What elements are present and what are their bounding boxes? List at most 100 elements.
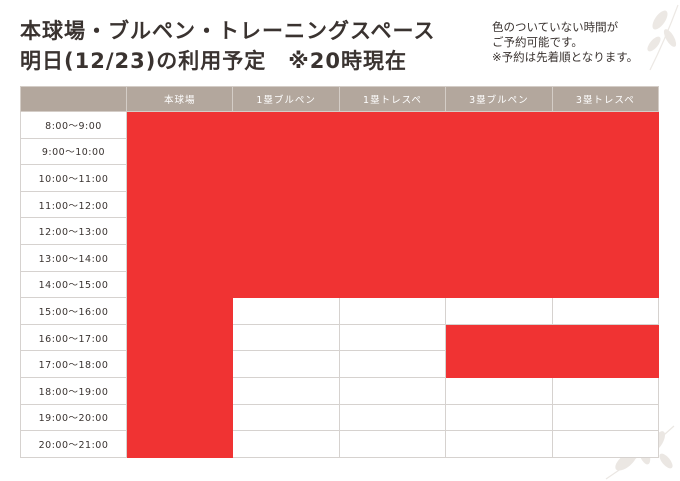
reserved-cell <box>125 403 234 432</box>
title-line-2: 明日(12/23)の利用予定 ※20時現在 <box>20 49 407 73</box>
schedule-table: 本球場 1塁ブルペン 1塁トレスペ 3塁ブルペン 3塁トレスペ 8:00～9:0… <box>20 86 659 458</box>
available-cell <box>232 323 340 352</box>
reserved-cell <box>232 270 340 299</box>
table-row: 16:00～17:00 <box>20 323 659 352</box>
reserved-cell <box>551 164 659 192</box>
reserved-cell <box>551 270 659 299</box>
reserved-cell <box>445 243 553 272</box>
reserved-cell <box>445 323 553 352</box>
table-row: 11:00～12:00 <box>20 190 659 219</box>
reserved-cell <box>445 350 553 378</box>
time-slot-label: 17:00～18:00 <box>20 350 127 378</box>
time-slot-label: 19:00～20:00 <box>20 403 127 432</box>
available-cell <box>338 403 447 432</box>
table-row: 8:00～9:00 <box>20 111 659 139</box>
table-row: 18:00～19:00 <box>20 376 659 405</box>
column-header: 1塁トレスペ <box>338 86 447 112</box>
reserved-cell <box>125 217 234 245</box>
available-cell <box>445 403 553 432</box>
reserved-cell <box>125 430 234 458</box>
header-corner <box>20 86 127 112</box>
available-cell <box>445 430 553 458</box>
available-cell <box>232 297 340 325</box>
reserved-cell <box>232 190 340 219</box>
table-row: 9:00～10:00 <box>20 137 659 166</box>
reserved-cell <box>445 190 553 219</box>
available-cell <box>338 376 447 405</box>
availability-note: 色のついていない時間が ご予約可能です。 ※予約は先着順となります。 <box>492 20 638 65</box>
time-slot-label: 15:00～16:00 <box>20 297 127 325</box>
time-slot-label: 11:00～12:00 <box>20 190 127 219</box>
available-cell <box>338 323 447 352</box>
reserved-cell <box>232 111 340 139</box>
reserved-cell <box>338 164 447 192</box>
time-slot-label: 8:00～9:00 <box>20 111 127 139</box>
reserved-cell <box>232 243 340 272</box>
schedule-body: 8:00～9:00 9:00～10:00 10:00～11:00 11:00～12:0… <box>20 111 659 458</box>
time-slot-label: 13:00～14:00 <box>20 243 127 272</box>
column-header: 3塁ブルペン <box>445 86 553 112</box>
reserved-cell <box>445 111 553 139</box>
time-slot-label: 9:00～10:00 <box>20 137 127 166</box>
reserved-cell <box>338 137 447 166</box>
note-line-3: ※予約は先着順となります。 <box>492 50 639 64</box>
reserved-cell <box>338 270 447 299</box>
reserved-cell <box>125 243 234 272</box>
reserved-cell <box>551 243 659 272</box>
reserved-cell <box>551 111 659 139</box>
available-cell <box>551 376 659 405</box>
reserved-cell <box>232 164 340 192</box>
available-cell <box>338 350 447 378</box>
reserved-cell <box>338 217 447 245</box>
title-line-1: 本球場・ブルペン・トレーニングスペース <box>20 19 436 43</box>
reserved-cell <box>445 164 553 192</box>
reserved-cell <box>232 217 340 245</box>
column-header: 3塁トレスペ <box>551 86 659 112</box>
available-cell <box>232 350 340 378</box>
note-line-1: 色のついていない時間が <box>492 20 619 34</box>
table-row: 17:00～18:00 <box>20 350 659 378</box>
reserved-cell <box>125 137 234 166</box>
available-cell <box>232 403 340 432</box>
table-row: 12:00～13:00 <box>20 217 659 245</box>
column-header: 1塁ブルペン <box>232 86 340 112</box>
reserved-cell <box>125 376 234 405</box>
reserved-cell <box>551 350 659 378</box>
table-row: 19:00～20:00 <box>20 403 659 432</box>
reserved-cell <box>445 270 553 299</box>
reserved-cell <box>125 297 234 325</box>
time-slot-label: 18:00～19:00 <box>20 376 127 405</box>
available-cell <box>338 430 447 458</box>
reserved-cell <box>232 137 340 166</box>
reserved-cell <box>125 164 234 192</box>
leaf-decoration-icon <box>647 4 679 71</box>
reserved-cell <box>338 190 447 219</box>
available-cell <box>232 376 340 405</box>
reserved-cell <box>551 137 659 166</box>
available-cell <box>232 430 340 458</box>
header-row: 本球場 1塁ブルペン 1塁トレスペ 3塁ブルペン 3塁トレスペ <box>20 86 659 112</box>
available-cell <box>551 430 659 458</box>
time-slot-label: 10:00～11:00 <box>20 164 127 192</box>
table-row: 13:00～14:00 <box>20 243 659 272</box>
column-header: 本球場 <box>125 86 234 112</box>
available-cell <box>445 297 553 325</box>
time-slot-label: 20:00～21:00 <box>20 430 127 458</box>
available-cell <box>551 403 659 432</box>
reserved-cell <box>338 111 447 139</box>
reserved-cell <box>125 323 234 352</box>
reserved-cell <box>125 111 234 139</box>
reserved-cell <box>551 190 659 219</box>
note-line-2: ご予約可能です。 <box>492 35 583 49</box>
reserved-cell <box>125 270 234 299</box>
table-row: 15:00～16:00 <box>20 297 659 325</box>
reserved-cell <box>551 217 659 245</box>
reserved-cell <box>338 243 447 272</box>
reserved-cell <box>125 350 234 378</box>
table-row: 10:00～11:00 <box>20 164 659 192</box>
reserved-cell <box>445 137 553 166</box>
table-row: 20:00～21:00 <box>20 430 659 458</box>
available-cell <box>445 376 553 405</box>
time-slot-label: 16:00～17:00 <box>20 323 127 352</box>
available-cell <box>551 297 659 325</box>
